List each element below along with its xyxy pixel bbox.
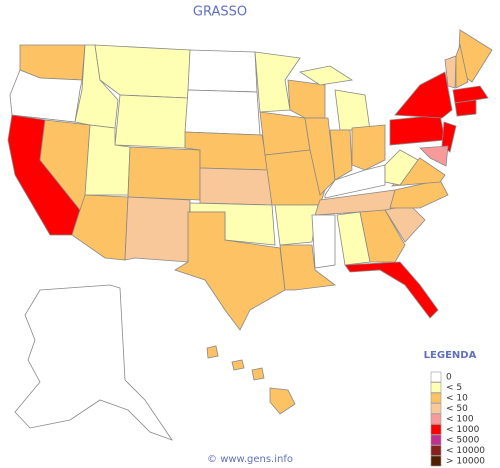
legend-label: < 1000 xyxy=(446,425,480,435)
legend-label: < 100 xyxy=(446,415,474,425)
state xyxy=(187,49,258,93)
state xyxy=(452,85,489,104)
state xyxy=(199,167,273,206)
state xyxy=(231,359,245,371)
state xyxy=(269,387,296,415)
legend-swatch xyxy=(430,413,442,425)
legend-swatch xyxy=(430,434,442,446)
state xyxy=(444,55,457,89)
state xyxy=(114,94,189,149)
state xyxy=(334,89,371,131)
legend-label: < 5 xyxy=(446,383,462,393)
legend-swatch xyxy=(430,445,442,456)
map-title: GRASSO xyxy=(193,5,247,20)
state xyxy=(441,121,457,153)
state xyxy=(9,69,83,123)
state xyxy=(259,111,311,156)
state xyxy=(419,145,449,167)
legend-swatch xyxy=(430,382,442,393)
legend-swatch xyxy=(430,392,442,404)
state xyxy=(206,345,219,359)
state xyxy=(124,196,191,263)
state xyxy=(344,261,439,319)
state xyxy=(311,214,336,269)
legend-label: < 10 xyxy=(446,394,468,404)
state xyxy=(287,79,326,119)
legend-label: > 10000 xyxy=(446,457,485,467)
legend-label: < 5000 xyxy=(446,436,480,446)
state xyxy=(351,124,386,171)
legend-label: < 50 xyxy=(446,404,468,414)
state xyxy=(264,149,326,206)
state xyxy=(174,211,286,331)
state xyxy=(384,149,419,186)
state xyxy=(14,284,174,441)
state xyxy=(279,244,337,291)
state xyxy=(184,89,261,136)
legend-label: 0 xyxy=(446,373,452,383)
legend: 0< 5< 10< 50< 100< 1000< 5000< 10000> 10… xyxy=(430,371,485,467)
state xyxy=(389,179,449,209)
state xyxy=(455,43,469,89)
legend-swatch xyxy=(430,424,442,435)
legend-label: < 10000 xyxy=(446,446,485,456)
states xyxy=(7,29,493,441)
state xyxy=(359,209,406,263)
state xyxy=(454,99,477,117)
state xyxy=(389,114,446,146)
state xyxy=(251,367,265,381)
footer: © www.gens.info xyxy=(207,454,293,465)
state xyxy=(127,146,201,201)
state xyxy=(298,65,354,86)
state xyxy=(394,71,453,119)
legend-swatch xyxy=(430,455,442,467)
state xyxy=(304,117,336,196)
state xyxy=(329,129,353,181)
legend-swatch xyxy=(430,403,442,414)
legend-title: LEGENDA xyxy=(424,350,477,361)
state xyxy=(274,204,319,246)
legend-swatch xyxy=(430,371,442,383)
state xyxy=(254,51,301,113)
